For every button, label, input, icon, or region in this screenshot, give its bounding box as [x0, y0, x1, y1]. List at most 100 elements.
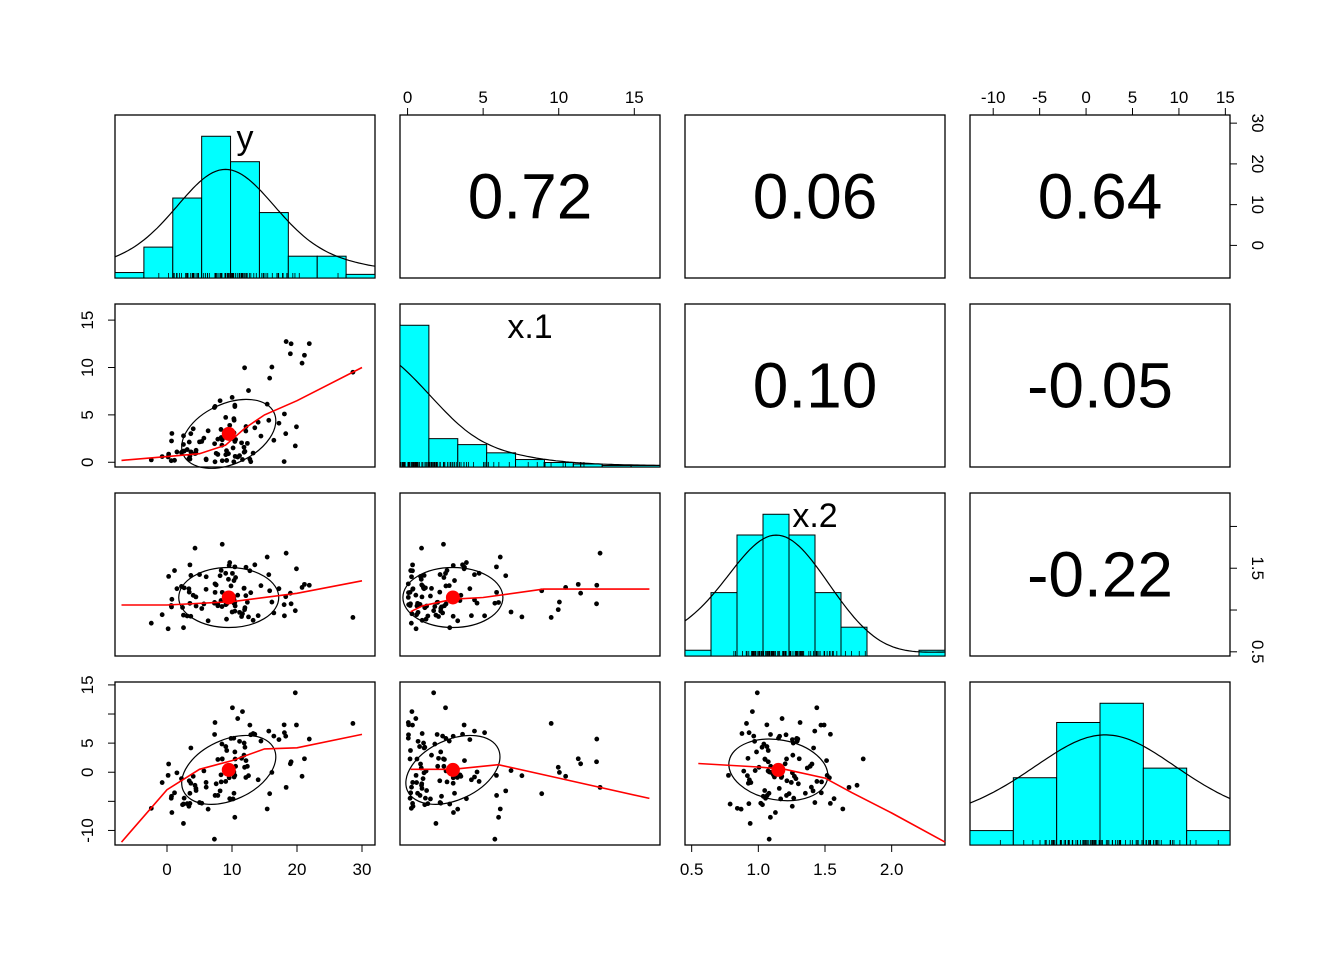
scatter-point	[226, 576, 231, 582]
scatter-point	[255, 613, 261, 619]
tick-label: -5	[1032, 88, 1047, 107]
scatter-point	[212, 589, 218, 595]
scatter-point	[406, 732, 411, 738]
scatter-point	[548, 721, 554, 726]
scatter-point	[215, 793, 221, 798]
scatter-point	[302, 756, 307, 762]
scatter-point	[791, 795, 797, 801]
variable-name-label: x.1	[507, 308, 552, 346]
histogram-bar	[736, 534, 764, 657]
scatter-point	[181, 612, 186, 618]
scatter-point	[469, 777, 474, 783]
scatter-point	[450, 613, 456, 619]
scatter-point	[437, 572, 443, 577]
scatter-point	[860, 756, 866, 762]
scatter-point	[494, 772, 499, 778]
histogram-bar	[201, 135, 232, 279]
scatter-point	[237, 738, 242, 744]
scatter-point	[203, 457, 209, 463]
scatter-point	[431, 608, 437, 614]
scatter-point	[186, 778, 192, 784]
scatter-point	[788, 780, 794, 785]
scatter-point	[752, 768, 758, 773]
scatter-point	[441, 541, 446, 547]
mean-point	[445, 762, 460, 777]
scatter-point	[223, 570, 229, 576]
scatter-point	[205, 428, 211, 434]
scatter-point	[508, 768, 514, 773]
scatter-point	[266, 728, 272, 734]
scatter-point	[764, 722, 770, 728]
scatter-point	[181, 625, 186, 631]
scatter-point	[812, 728, 818, 734]
tick-label: 5	[78, 410, 97, 419]
scatter-point	[762, 756, 768, 762]
scatter-point	[768, 732, 773, 737]
scatter-point	[424, 788, 430, 793]
scatter-point	[187, 790, 193, 796]
scatter-point	[767, 814, 773, 820]
scatter-point	[287, 351, 293, 357]
scatter-point	[539, 791, 545, 797]
tick-label: 0	[78, 458, 97, 467]
scatter-point	[192, 545, 198, 551]
scatter-point	[496, 814, 501, 820]
scatter-point	[482, 730, 487, 736]
scatter-point	[450, 563, 456, 568]
scatter-point	[281, 602, 287, 608]
histogram-bar	[172, 197, 203, 279]
scatter-point	[232, 749, 238, 755]
tick-label: -10	[78, 818, 97, 843]
scatter-point	[184, 447, 190, 452]
scatter-point	[557, 599, 562, 605]
scatter-point	[255, 777, 261, 783]
density-curve	[684, 534, 946, 653]
scatter-point	[413, 772, 419, 778]
scatter-point	[503, 788, 509, 794]
lowess-line	[121, 366, 363, 462]
scatter-point	[461, 722, 467, 728]
panel-frame-0-2	[684, 114, 946, 279]
scatter-point	[804, 765, 810, 771]
scatter-point	[496, 600, 501, 605]
scatter-point	[252, 562, 258, 568]
histogram-bar	[515, 459, 545, 468]
scatter-point	[494, 589, 499, 595]
scatter-point	[294, 722, 299, 728]
scatter-point	[594, 736, 600, 742]
correlation-label: 0.06	[753, 161, 878, 233]
scatter-point	[441, 575, 447, 580]
histogram-bar	[918, 649, 946, 657]
histogram-bar	[114, 272, 145, 279]
scatter-point	[435, 763, 441, 769]
tick-label: 0	[1081, 88, 1090, 107]
mean-point	[221, 590, 236, 605]
histogram-bar	[457, 444, 488, 468]
scatter-point	[431, 690, 437, 696]
lowess-line	[410, 588, 650, 613]
scatter-point	[846, 784, 852, 790]
scatter-point	[267, 791, 273, 797]
scatter-point	[827, 800, 833, 806]
scatter-point	[181, 801, 186, 807]
histogram-bar	[230, 161, 260, 279]
scatter-point	[433, 612, 439, 618]
panel-frame-1-3	[969, 303, 1231, 468]
scatter-point	[455, 618, 461, 624]
scatter-point	[231, 790, 237, 796]
scatter-point	[417, 744, 422, 749]
scatter-point	[797, 720, 803, 725]
scatter-point	[223, 744, 229, 749]
density-curve	[969, 734, 1231, 804]
scatter-point	[226, 563, 232, 568]
panel-frame-3-1	[399, 681, 661, 846]
scatter-point	[181, 795, 187, 801]
scatter-point	[224, 748, 230, 753]
scatter-point	[166, 761, 172, 767]
scatter-point	[165, 772, 171, 778]
scatter-point	[148, 620, 154, 626]
scatter-point	[243, 593, 249, 599]
scatter-point	[408, 620, 414, 626]
scatter-point	[248, 459, 254, 465]
